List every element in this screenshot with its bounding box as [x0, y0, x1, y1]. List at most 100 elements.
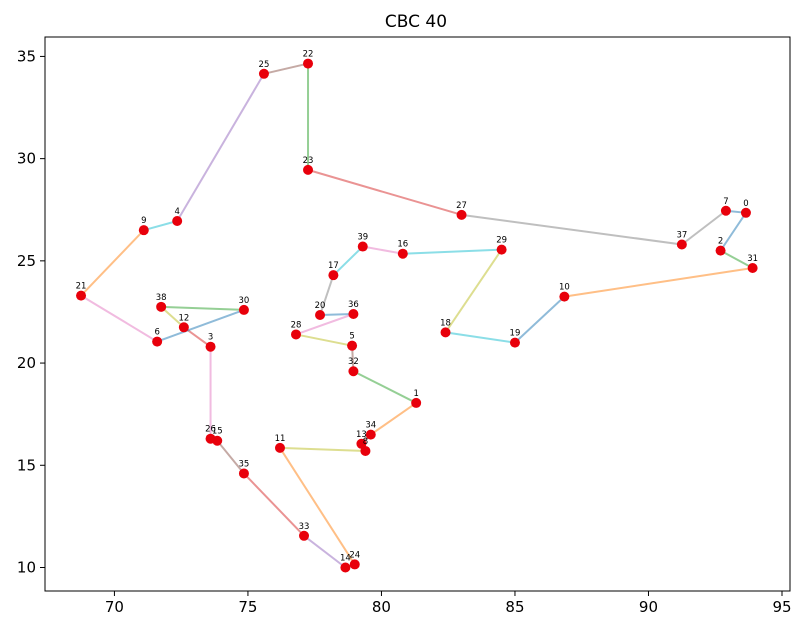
- x-tick-label-85: 85: [505, 598, 524, 616]
- point-label-2: 2: [718, 237, 723, 247]
- route-segment-21-9: [80, 229, 145, 297]
- route-segment-2-31: [720, 249, 754, 269]
- point-label-15: 15: [212, 427, 223, 437]
- point-label-1: 1: [413, 389, 418, 399]
- route-lines: [80, 62, 754, 569]
- point-23: [303, 164, 314, 175]
- point-29: [496, 244, 507, 255]
- point-31: [747, 263, 758, 274]
- point-label-27: 27: [456, 201, 467, 211]
- point-label-14: 14: [340, 553, 351, 563]
- route-segment-36-28: [295, 313, 354, 336]
- point-label-25: 25: [259, 60, 270, 70]
- route-segment-28-5: [295, 333, 353, 347]
- point-label-33: 33: [299, 522, 310, 532]
- x-tick-label-75: 75: [238, 598, 257, 616]
- point-19: [509, 337, 520, 348]
- point-9: [138, 225, 149, 236]
- route-segment-6-21: [80, 294, 158, 343]
- point-label-21: 21: [76, 282, 87, 292]
- point-7: [720, 205, 731, 216]
- route-segment-14-33: [303, 535, 347, 569]
- point-label-28: 28: [291, 320, 302, 330]
- route-segment-33-35: [243, 472, 305, 537]
- point-6: [152, 336, 163, 347]
- point-label-34: 34: [365, 421, 376, 431]
- point-5: [347, 340, 358, 351]
- route-segment-29-16: [402, 248, 502, 255]
- point-26: [205, 433, 216, 444]
- route-segment-16-39: [362, 245, 403, 255]
- point-28: [291, 329, 302, 340]
- y-tick-label-10: 10: [17, 558, 36, 576]
- point-12: [178, 322, 189, 333]
- point-37: [676, 239, 687, 250]
- point-38: [156, 301, 167, 312]
- point-label-8: 8: [363, 437, 368, 447]
- point-24: [349, 559, 360, 570]
- point-20: [315, 310, 326, 321]
- point-3: [205, 341, 216, 352]
- route-segment-11-24: [279, 447, 356, 565]
- point-label-13: 13: [356, 430, 367, 440]
- point-18: [440, 327, 451, 338]
- route-segment-10-19: [514, 295, 566, 344]
- point-17: [328, 270, 339, 281]
- point-1: [411, 397, 422, 408]
- point-label-18: 18: [440, 318, 451, 328]
- y-tick-label-25: 25: [17, 252, 36, 270]
- point-label-31: 31: [747, 254, 758, 264]
- point-label-10: 10: [559, 283, 570, 293]
- point-27: [456, 209, 467, 220]
- point-label-0: 0: [743, 199, 748, 209]
- route-segment-31-10: [564, 267, 753, 298]
- point-label-9: 9: [141, 216, 146, 226]
- route-segment-23-27: [307, 168, 462, 216]
- route-segment-37-7: [681, 209, 727, 246]
- point-label-5: 5: [349, 332, 354, 342]
- point-label-16: 16: [397, 240, 408, 250]
- point-33: [299, 530, 310, 541]
- point-label-6: 6: [154, 328, 159, 338]
- point-label-17: 17: [328, 261, 339, 271]
- point-36: [348, 309, 359, 319]
- point-label-35: 35: [239, 459, 250, 469]
- point-2: [715, 245, 726, 256]
- point-34: [365, 429, 376, 440]
- point-label-36: 36: [348, 300, 359, 310]
- chart-title: CBC 40: [385, 12, 447, 32]
- route-segment-38-30: [161, 305, 244, 311]
- route-segment-1-34: [370, 402, 417, 436]
- y-tick-label-35: 35: [17, 47, 36, 65]
- route-segment-18-29: [444, 249, 503, 333]
- point-32: [348, 366, 359, 377]
- point-39: [357, 241, 368, 252]
- route-points: [76, 58, 758, 573]
- route-segment-4-25: [176, 73, 265, 222]
- route-segment-25-22: [263, 62, 309, 75]
- point-label-3: 3: [208, 333, 213, 343]
- route-segment-20-36: [320, 313, 354, 317]
- point-label-20: 20: [315, 301, 326, 311]
- x-tick-label-95: 95: [772, 598, 791, 616]
- point-label-22: 22: [303, 50, 314, 60]
- point-label-30: 30: [239, 296, 250, 306]
- plot-frame: [44, 36, 791, 592]
- point-22: [303, 58, 314, 69]
- point-label-32: 32: [348, 357, 359, 367]
- point-label-38: 38: [156, 293, 167, 303]
- point-label-26: 26: [205, 425, 216, 435]
- point-25: [258, 68, 269, 79]
- y-tick-label-30: 30: [17, 150, 36, 168]
- route-segment-32-1: [352, 370, 417, 404]
- x-tick-label-90: 90: [639, 598, 658, 616]
- route-segment-19-18: [445, 331, 516, 344]
- point-21: [76, 290, 87, 301]
- point-label-39: 39: [357, 233, 368, 243]
- point-label-4: 4: [174, 207, 179, 217]
- point-30: [238, 304, 249, 315]
- point-11: [274, 442, 285, 453]
